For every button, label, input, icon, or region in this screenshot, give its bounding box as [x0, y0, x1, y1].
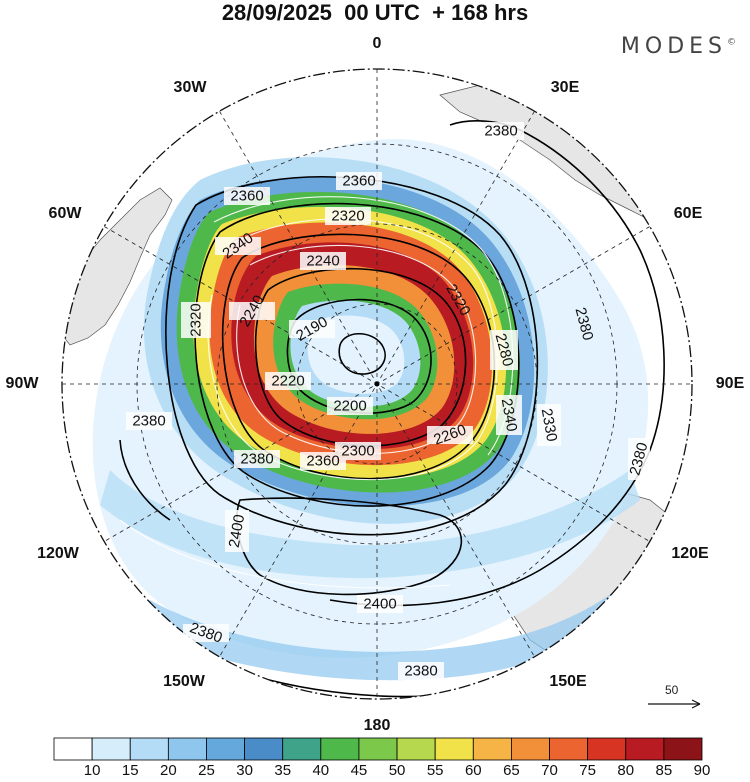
- contour-label: 2320: [331, 207, 365, 225]
- contour-label: 2360: [342, 172, 376, 190]
- brand-mark: ©: [727, 37, 736, 48]
- colorbar-swatch: [53, 737, 93, 761]
- colorbar-swatch: [396, 737, 436, 761]
- colorbar-swatch: [549, 737, 589, 761]
- colorbar-tick-label: 10: [83, 762, 101, 779]
- contour-2380-west: [119, 439, 171, 521]
- lon-label-60e: 60E: [673, 205, 703, 222]
- wind-scale-label: 50: [665, 683, 679, 697]
- contour-label: 2300: [341, 442, 375, 460]
- lon-label-30w: 30W: [173, 79, 207, 96]
- colorbar-swatch: [129, 737, 169, 761]
- contour-label: 2380: [484, 122, 518, 140]
- colorbar-tick-label: 15: [121, 762, 139, 779]
- colorbar-tick-label: 40: [312, 762, 330, 779]
- contour-label: 2200: [333, 397, 367, 415]
- lon-label-180: 180: [363, 717, 391, 734]
- colorbar-tick-label: 85: [655, 762, 673, 779]
- height-contours: [99, 120, 691, 698]
- colorbar-tick-label: 25: [198, 762, 215, 779]
- colorbar-swatch: [472, 737, 512, 761]
- colorbar-tick-label: 35: [274, 762, 292, 779]
- colorbar-swatch: [206, 737, 245, 761]
- contour-label: 2220: [271, 372, 305, 390]
- contour-label: 2360: [230, 187, 264, 205]
- contour-2380-east: [329, 120, 665, 607]
- colorbar-tick-label: 45: [350, 762, 368, 779]
- shade-south-band-2: [140, 570, 650, 681]
- colorbar-swatch: [320, 737, 360, 761]
- lon-label-0: 0: [372, 35, 382, 52]
- contour-label: 2240: [306, 252, 340, 270]
- brand-logo: MODES©: [621, 34, 736, 59]
- south-pole-dot: [374, 381, 380, 387]
- colorbar-tick-label: 65: [503, 762, 520, 779]
- colorbar-tick-label: 80: [617, 762, 635, 779]
- contour-2320: [194, 202, 520, 507]
- colorbar-swatch: [91, 737, 131, 761]
- streamline-3: [213, 196, 514, 456]
- streamline-6: [519, 149, 641, 331]
- colorbar-tick-label: 70: [541, 762, 558, 779]
- lon-label-120e: 120E: [671, 545, 709, 562]
- streamline-2: [236, 244, 477, 454]
- streamline-5: [119, 519, 451, 589]
- colorbar-swatch: [434, 737, 474, 761]
- lon-label-150w: 150W: [163, 673, 205, 690]
- colorbar: [53, 737, 703, 761]
- colorbar-swatch: [511, 737, 550, 761]
- colorbar-tick-label: 75: [579, 762, 596, 779]
- contour-2280: [221, 233, 496, 480]
- map-title: 28/09/2025 00 UTC + 168 hrs: [221, 0, 529, 25]
- colorbar-swatch: [625, 737, 665, 761]
- contour-2240: [254, 267, 467, 447]
- brand-text: MODES: [620, 34, 727, 59]
- colorbar-tick-label: 30: [236, 762, 253, 779]
- contour-label-boxes: [126, 122, 650, 680]
- contour-label: 2320: [187, 303, 205, 337]
- colorbar-swatch: [282, 737, 322, 761]
- colorbar-swatch: [167, 737, 207, 761]
- map-border: [61, 68, 693, 700]
- lon-label-90e: 90E: [715, 375, 745, 392]
- colorbar-tick-label: 55: [426, 762, 444, 779]
- contour-label: 2380: [132, 412, 166, 430]
- lon-label-150e: 150E: [549, 673, 587, 690]
- colorbar-swatch: [358, 737, 398, 761]
- contour-label: 2360: [306, 452, 340, 470]
- lon-label-90w: 90W: [5, 375, 39, 392]
- colorbar-swatch: [663, 737, 703, 761]
- wind-scale-arrowhead: [691, 699, 701, 709]
- colorbar-tick-label: 20: [160, 762, 177, 779]
- contour-label: 2380: [404, 662, 438, 680]
- contour-label: 2380: [240, 450, 274, 468]
- streamline-1: [207, 218, 498, 481]
- contour-2360: [165, 175, 539, 536]
- colorbar-tick-label: 90: [693, 762, 711, 779]
- south-america-land: [62, 187, 173, 346]
- contour-2190: [338, 332, 386, 375]
- contour-2400: [236, 497, 463, 596]
- lon-label-60w: 60W: [48, 205, 82, 222]
- colorbar-tick-label: 60: [464, 762, 482, 779]
- contour-label: 2400: [363, 595, 397, 613]
- lon-label-120w: 120W: [37, 545, 79, 562]
- colorbar-swatch: [587, 737, 627, 761]
- colorbar-tick-label: 50: [388, 762, 406, 779]
- colorbar-swatch: [244, 737, 284, 761]
- lon-label-30e: 30E: [550, 79, 580, 96]
